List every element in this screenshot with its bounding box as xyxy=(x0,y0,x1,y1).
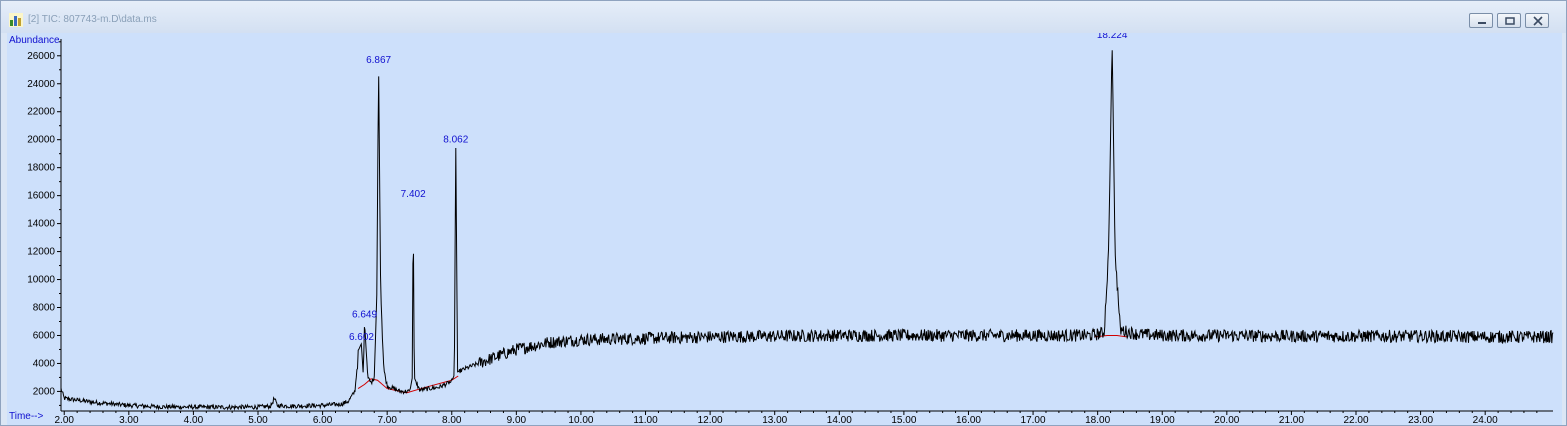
peak-label: 6.867 xyxy=(366,55,391,66)
x-tick-label: 4.00 xyxy=(184,415,204,425)
x-tick-label: 22.00 xyxy=(1343,415,1368,425)
x-tick-label: 18.00 xyxy=(1085,415,1110,425)
x-tick-label: 23.00 xyxy=(1408,415,1433,425)
x-tick-label: 2.00 xyxy=(54,415,74,425)
minimize-icon xyxy=(1478,22,1486,24)
y-axis-label: Abundance xyxy=(9,35,60,46)
title-bar[interactable]: [2] TIC: 807743-m.D\data.ms xyxy=(1,1,1566,33)
restore-icon xyxy=(1505,17,1515,25)
x-tick-label: 9.00 xyxy=(507,415,527,425)
y-tick-label: 6000 xyxy=(33,330,56,341)
y-tick-label: 18000 xyxy=(27,163,55,174)
x-tick-label: 24.00 xyxy=(1473,415,1498,425)
y-tick-label: 8000 xyxy=(33,303,56,314)
x-tick-label: 7.00 xyxy=(377,415,397,425)
x-axis-label: Time--> xyxy=(9,411,44,422)
peak-label: 18.224 xyxy=(1097,33,1128,41)
x-tick-label: 21.00 xyxy=(1279,415,1304,425)
peak-label: 6.649 xyxy=(352,309,377,320)
x-tick-label: 11.00 xyxy=(633,415,658,425)
peak-label: 6.602 xyxy=(349,332,374,343)
x-tick-label: 5.00 xyxy=(248,415,268,425)
x-tick-label: 19.00 xyxy=(1150,415,1175,425)
x-tick-label: 8.00 xyxy=(442,415,462,425)
x-tick-label: 10.00 xyxy=(568,415,593,425)
peak-label: 8.062 xyxy=(443,135,468,146)
peak-label: 7.402 xyxy=(401,189,426,200)
chromatogram-chart[interactable]: 2000 4000 6000 8000 10000 12000 14000 16000 1800… xyxy=(7,33,1562,425)
minimize-button[interactable] xyxy=(1469,13,1493,28)
y-tick-label: 24000 xyxy=(27,79,55,90)
y-tick-label: 12000 xyxy=(27,247,55,258)
x-tick-label: 14.00 xyxy=(827,415,852,425)
x-tick-label: 13.00 xyxy=(762,415,787,425)
x-tick-label: 3.00 xyxy=(119,415,139,425)
plot-area[interactable]: 2000 4000 6000 8000 10000 12000 14000 16000 1800… xyxy=(7,33,1562,425)
integration-baseline xyxy=(357,375,459,394)
y-tick-label: 26000 xyxy=(27,51,55,62)
window-title: [2] TIC: 807743-m.D\data.ms xyxy=(28,14,157,25)
y-tick-label: 10000 xyxy=(27,275,55,286)
x-tick-label: 17.00 xyxy=(1021,415,1046,425)
y-tick-label: 4000 xyxy=(33,358,56,369)
x-tick-label: 16.00 xyxy=(956,415,981,425)
x-tick-label: 6.00 xyxy=(313,415,333,425)
integration-baseline xyxy=(1094,335,1127,338)
close-icon xyxy=(1533,16,1543,26)
x-tick-label: 15.00 xyxy=(891,415,916,425)
y-tick-label: 16000 xyxy=(27,191,55,202)
close-button[interactable] xyxy=(1525,13,1549,28)
y-tick-label: 20000 xyxy=(27,135,55,146)
tic-trace xyxy=(60,50,1554,411)
y-tick-label: 22000 xyxy=(27,107,55,118)
chromatogram-app-icon xyxy=(9,13,23,27)
y-tick-label: 14000 xyxy=(27,219,55,230)
x-tick-label: 12.00 xyxy=(698,415,723,425)
x-tick-label: 20.00 xyxy=(1214,415,1239,425)
y-tick-label: 2000 xyxy=(33,386,56,397)
restore-button[interactable] xyxy=(1497,13,1521,28)
